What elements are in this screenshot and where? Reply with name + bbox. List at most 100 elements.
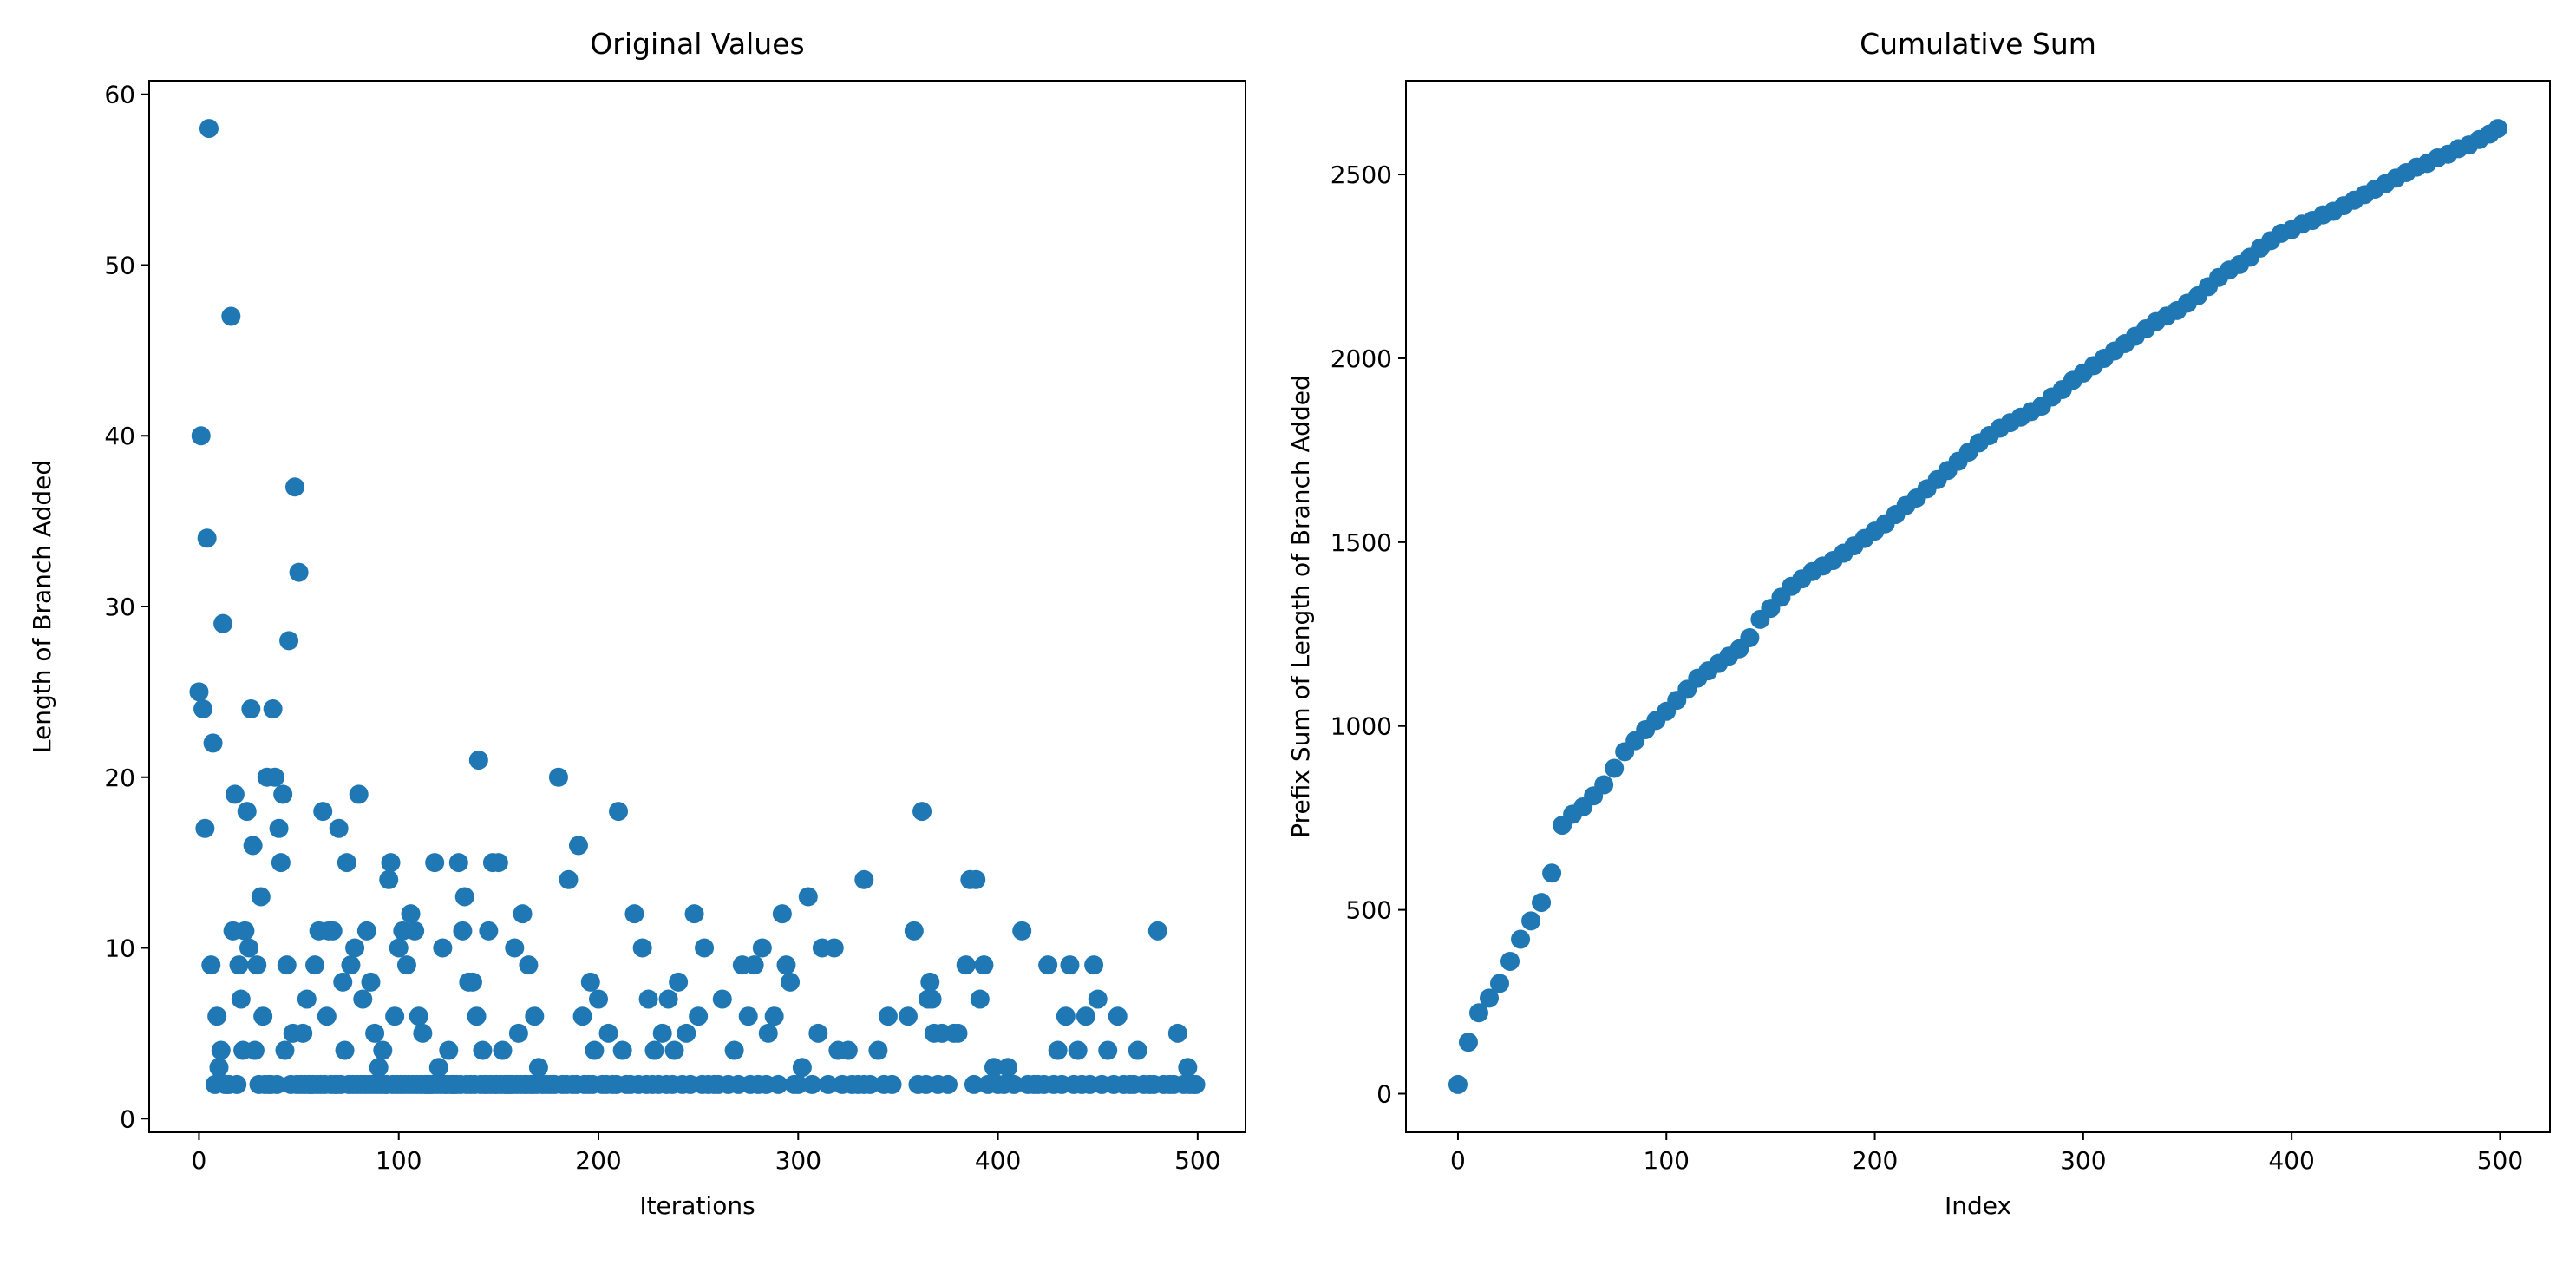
point [984,1058,1004,1078]
point [724,1040,744,1060]
point [624,904,644,924]
point [1458,1033,1478,1052]
point [1521,911,1541,931]
point [389,938,409,958]
point [225,784,245,804]
point [454,887,474,907]
point [658,989,678,1009]
point [1594,775,1614,795]
y-tick-label: 2000 [1330,344,1392,373]
point [580,972,600,992]
point [237,802,257,822]
point [1088,989,1108,1009]
point [1448,1074,1468,1094]
x-tick-label: 300 [775,1146,821,1175]
point [333,972,353,992]
point [284,477,304,497]
point [768,1074,788,1094]
point [878,1006,898,1026]
x-tick-label: 500 [1174,1146,1220,1175]
point [559,869,579,889]
point [269,818,289,838]
point [1108,1006,1128,1026]
point [612,1040,632,1060]
plot-area [189,119,1206,1094]
point [467,1006,487,1026]
point [898,1006,918,1026]
point [243,836,263,856]
y-tick-label: 20 [104,764,135,792]
point [425,853,445,873]
point [369,1058,389,1078]
point [589,989,609,1009]
point [572,1006,592,1026]
point [609,802,629,822]
x-tick-label: 100 [1644,1146,1690,1175]
point [329,818,349,838]
point [956,955,976,975]
y-tick-label: 0 [120,1105,135,1133]
point [738,1006,758,1026]
x-tick-label: 400 [2268,1146,2314,1175]
chart: 0 100 200 300 400 500 0 10 20 30 40 50 60 Original Va… [28,27,1246,1220]
point [882,1074,902,1094]
point [1128,1040,1147,1060]
point [838,1040,858,1060]
x-tick-label: 300 [2060,1146,2106,1175]
point [277,955,297,975]
point [802,1074,822,1094]
point [744,955,764,975]
point [644,1040,664,1060]
point [948,1023,968,1043]
point [409,1006,428,1026]
y-axis-label: Prefix Sum of Length of Branch Added [1286,375,1315,837]
point [868,1040,888,1060]
y-tick-label: 10 [104,934,135,963]
point [505,938,525,958]
x-axis-label: Iterations [639,1191,755,1220]
point [528,1058,548,1078]
point [1076,1006,1095,1026]
x-axis-label: Index [1945,1191,2011,1220]
point [413,1023,433,1043]
point [439,1040,459,1060]
point [433,938,453,958]
point [1068,1040,1088,1060]
x-tick-label: 400 [975,1146,1021,1175]
point [513,904,533,924]
point [293,1023,313,1043]
point [1532,893,1552,913]
point [201,955,221,975]
point [519,955,539,975]
point [191,426,211,446]
point [684,904,704,924]
point [271,853,291,873]
point [1500,951,1520,971]
point [349,784,369,804]
y-tick-label: 2500 [1330,161,1392,189]
point [1511,929,1531,949]
point [235,921,255,941]
point [203,733,223,753]
point [239,938,259,958]
point [473,1040,493,1060]
point [1167,1023,1187,1043]
point [912,802,932,822]
point [297,989,317,1009]
point [1060,955,1080,975]
point [373,1040,393,1060]
point [253,1006,273,1026]
point [2488,119,2508,139]
point [335,1040,355,1060]
y-tick-label: 0 [1376,1080,1392,1109]
point [209,1058,229,1078]
point [695,938,715,958]
point [758,1023,778,1043]
x-tick-label: 100 [376,1146,422,1175]
chart-title: Original Values [590,27,804,61]
y-tick-label: 1000 [1330,712,1392,741]
y-tick-label: 50 [104,251,135,279]
y-axis-label: Length of Branch Added [28,460,56,753]
point [525,1006,545,1026]
